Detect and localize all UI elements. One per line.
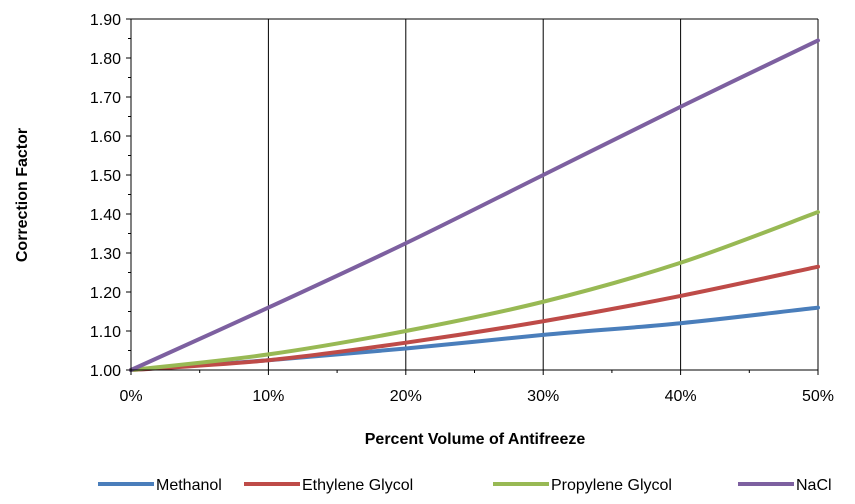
legend-label-nacl: NaCl: [796, 477, 832, 494]
y-tick-label: 1.50: [90, 168, 121, 185]
y-tick-label: 1.70: [90, 90, 121, 107]
y-tick-label: 1.20: [90, 285, 121, 302]
legend-label-propylene-glycol: Propylene Glycol: [551, 477, 672, 494]
y-tick-label: 1.80: [90, 51, 121, 68]
tick-labels: 1.00 1.10 1.20 1.30 1.40 1.50 1.60 1.70 1.80 1.90…: [90, 12, 834, 405]
y-tick-label: 1.60: [90, 129, 121, 146]
x-axis-title: Percent Volume of Antifreeze: [365, 431, 586, 448]
y-tick-label: 1.10: [90, 324, 121, 341]
series-lines: [131, 40, 818, 370]
y-tick-label: 1.90: [90, 12, 121, 29]
x-tick-label: 20%: [390, 388, 422, 405]
x-tick-label: 10%: [252, 388, 284, 405]
legend-label-ethylene-glycol: Ethylene Glycol: [302, 477, 413, 494]
x-tick-label: 30%: [527, 388, 559, 405]
legend: Methanol Ethylene Glycol Propylene Glycol N…: [98, 477, 832, 494]
series-line-propylene-glycol: [131, 212, 818, 370]
x-tick-label: 0%: [119, 388, 142, 405]
y-tick-label: 1.30: [90, 246, 121, 263]
y-tick-label: 1.40: [90, 207, 121, 224]
legend-label-methanol: Methanol: [156, 477, 222, 494]
y-axis-title: Correction Factor: [14, 128, 31, 262]
y-tick-label: 1.00: [90, 363, 121, 380]
x-tick-label: 50%: [802, 388, 834, 405]
x-tick-label: 40%: [665, 388, 697, 405]
